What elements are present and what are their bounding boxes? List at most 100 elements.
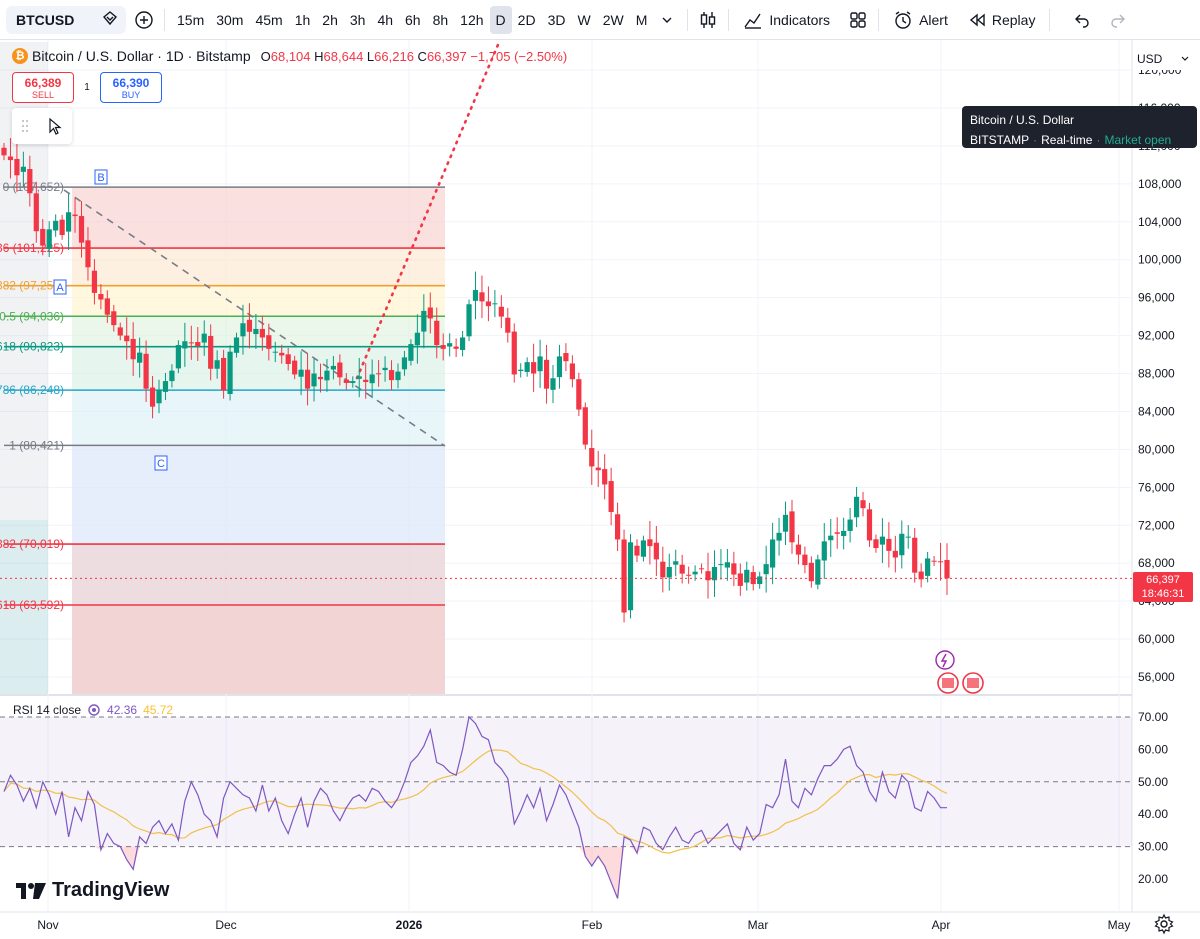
candle-body [350, 381, 356, 383]
candle-body [563, 353, 569, 362]
interval-2w[interactable]: 2W [602, 11, 624, 28]
candle-body [569, 363, 575, 380]
price-chart[interactable]: 56,00060,00064,00068,00072,00076,00080,0… [0, 40, 1200, 939]
candle-body [98, 294, 104, 300]
alert-label: Alert [919, 11, 948, 28]
sell-label: SELL [31, 89, 55, 100]
interval-3h[interactable]: 3h [349, 11, 366, 28]
symbol-search[interactable]: BTCUSD [6, 5, 126, 34]
abc-marker-box [53, 279, 67, 295]
candle-body [124, 335, 130, 342]
candle-body [195, 342, 201, 346]
redo-button[interactable] [1104, 6, 1132, 34]
interval-2d[interactable]: 2D [517, 11, 536, 28]
alert-button[interactable]: Alert [885, 6, 956, 34]
candle-body [53, 220, 59, 231]
candle-body [298, 369, 304, 377]
redo-icon [1111, 14, 1126, 28]
candle-body [266, 335, 272, 349]
compare-add-button[interactable] [130, 6, 158, 34]
cursor-arrow-icon [49, 117, 62, 135]
candle-body [892, 550, 898, 558]
spread-value: 1 [84, 82, 90, 93]
high-value: 68,644 [323, 48, 364, 64]
interval-d[interactable]: D [489, 5, 512, 34]
interval-45m[interactable]: 45m [255, 11, 283, 28]
candle-body [59, 219, 65, 236]
sell-button[interactable]: 66,389 SELL [12, 72, 74, 103]
fib-level-label: 0.618 (90,823) [0, 340, 64, 354]
candle-body [72, 214, 78, 217]
open-label: O [260, 48, 271, 64]
candle-body [91, 270, 98, 293]
candle-body [408, 344, 414, 361]
candle-body [847, 519, 853, 531]
time-tick-label: 2026 [396, 918, 423, 932]
interval-8h[interactable]: 8h [432, 11, 449, 28]
interval-30m[interactable]: 30m [216, 11, 244, 28]
currency-selector[interactable]: USD [1133, 48, 1194, 70]
interval-12h[interactable]: 12h [460, 11, 484, 28]
event-lightning-icon [940, 653, 948, 668]
candle-body [169, 370, 175, 382]
candle-body [143, 353, 149, 389]
fib-level-label: 1.618 (63,592) [0, 598, 64, 612]
candle-body [369, 374, 375, 384]
drawing-tool-widget[interactable] [12, 108, 72, 144]
candle-body [763, 564, 769, 575]
indicators-button[interactable]: Indicators [735, 6, 838, 34]
interval-15m[interactable]: 15m [177, 11, 205, 28]
indicators-icon [744, 13, 762, 29]
candle-body [621, 539, 627, 613]
rsi-line [3, 715, 947, 899]
candle-body [401, 357, 408, 370]
chart-type-button[interactable] [694, 6, 722, 34]
candle-body [518, 369, 524, 372]
templates-button[interactable] [844, 6, 872, 34]
candle-body [259, 328, 265, 338]
interval-1h[interactable]: 1h [294, 11, 311, 28]
candle-body [679, 564, 685, 574]
candle-body [208, 335, 214, 369]
candle-body [666, 566, 672, 578]
candle-body [608, 481, 614, 512]
candle-body [505, 317, 511, 333]
bar-countdown: 18:46:31 [1141, 588, 1185, 600]
interval-m[interactable]: M [635, 11, 648, 28]
symbol-label: BTCUSD [16, 11, 75, 28]
change-value: −1,705 (−2.50%) [470, 48, 568, 64]
bitcoin-logo-icon: ₿ [12, 48, 28, 64]
interval-w[interactable]: W [577, 11, 591, 28]
price-tick-label: 72,000 [1138, 518, 1175, 532]
candle-body [543, 359, 550, 389]
toolbar-divider [687, 8, 689, 31]
candle-body [925, 558, 931, 576]
undo-icon [1075, 14, 1090, 28]
candle-body [770, 539, 776, 568]
chart-title: Bitcoin / U.S. Dollar · 1D · Bitstamp [32, 48, 251, 64]
candle-body [550, 378, 556, 390]
fib-level-label: 0.236 (101,225) [0, 241, 64, 255]
replay-button[interactable]: Replay [960, 6, 1044, 34]
candle-body [304, 369, 311, 389]
candle-body [33, 193, 39, 232]
candle-body [40, 228, 46, 246]
candle-body [776, 532, 782, 541]
candle-body [582, 407, 588, 445]
undo-button[interactable] [1068, 6, 1096, 34]
rsi-legend: RSI 14 close 42.36 45.72 [13, 703, 173, 717]
interval-2h[interactable]: 2h [322, 11, 338, 28]
buy-button[interactable]: 66,390 BUY [100, 72, 162, 103]
interval-4h[interactable]: 4h [377, 11, 394, 28]
interval-6h[interactable]: 6h [405, 11, 421, 28]
interval-3d[interactable]: 3D [547, 11, 566, 28]
tooltip-exchange: BITSTAMP [970, 133, 1030, 147]
settings-gear-icon[interactable] [1153, 913, 1175, 935]
interval-dropdown-button[interactable] [653, 6, 681, 34]
symbol-menu-icon[interactable] [102, 10, 118, 29]
projection-line-dotted [355, 40, 502, 380]
fib-level-label: 0.382 (97,257) [0, 279, 64, 293]
rsi-title: RSI 14 close [13, 703, 82, 717]
candle-body [886, 538, 892, 551]
candle-body [201, 333, 207, 343]
